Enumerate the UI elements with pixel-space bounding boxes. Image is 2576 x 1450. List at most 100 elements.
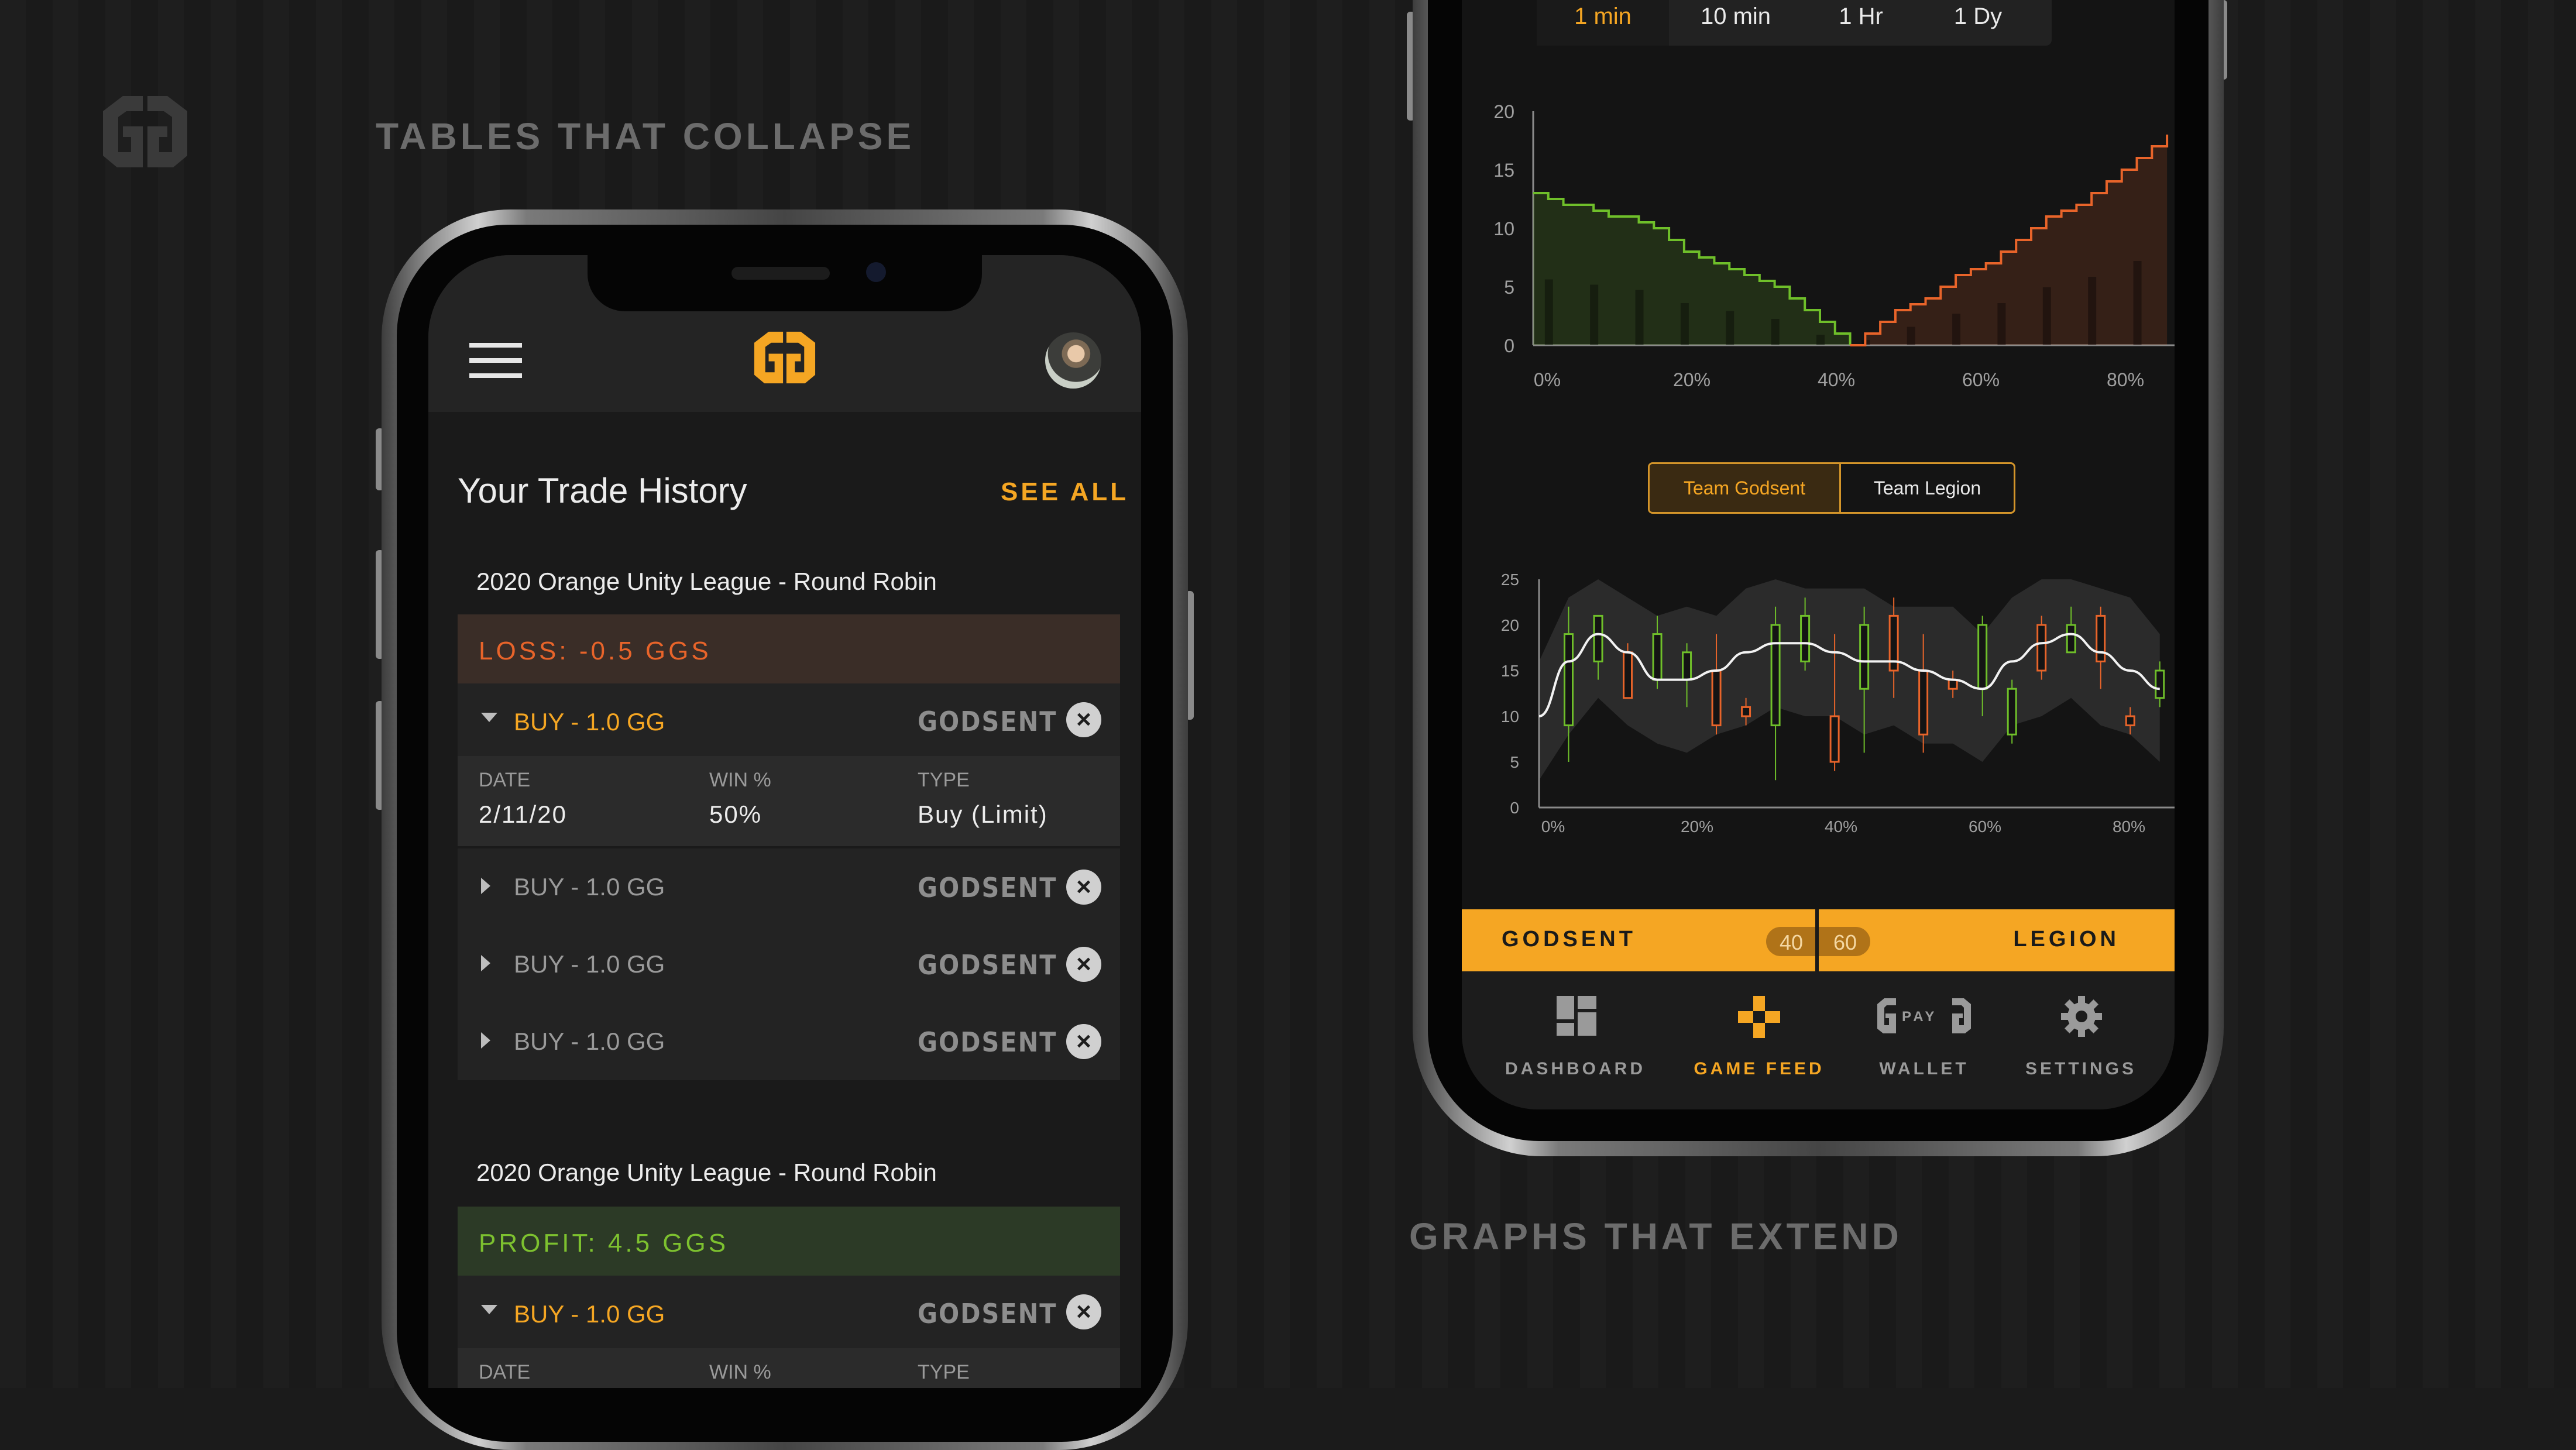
team-godsent-toggle[interactable]: Team Godsent: [1650, 464, 1839, 512]
trade-row-collapsed[interactable]: BUY - 1.0 GG GODSENT ×: [458, 1003, 1120, 1080]
tab-1-dy[interactable]: 1 Dy: [1953, 4, 2003, 29]
depth-line-0: [1533, 192, 1852, 345]
trade-label: BUY - 1.0 GG: [514, 708, 665, 736]
nav-wallet[interactable]: PAY WALLET: [1836, 996, 2012, 1090]
candle-body: [1800, 614, 1811, 662]
team-name: GODSENT: [918, 1298, 1057, 1329]
y-tick-label: 0: [1504, 335, 1514, 356]
event-title: 2020 Orange Unity League - Round Robin: [476, 1159, 937, 1186]
y-tick-label: 5: [1510, 753, 1519, 771]
sentiment-right-team: LEGION: [2013, 927, 2120, 951]
remove-trade-button[interactable]: ×: [1066, 702, 1101, 737]
candle-body: [1918, 669, 1929, 736]
nav-label: SETTINGS: [2025, 1059, 2137, 1078]
user-avatar[interactable]: [1045, 332, 1101, 389]
phone-notch: [588, 255, 982, 311]
volume-bar: [1816, 335, 1825, 345]
date-label: DATE: [479, 1361, 531, 1383]
see-all-link[interactable]: SEE ALL: [1001, 477, 1129, 506]
trade-details: DATE WIN % TYPE: [458, 1348, 1120, 1388]
dashboard-icon: [1557, 996, 1596, 1036]
nav-label: DASHBOARD: [1505, 1059, 1646, 1078]
result-text: PROFIT: 4.5 GGS: [479, 1229, 729, 1257]
nav-dashboard[interactable]: DASHBOARD: [1488, 996, 1663, 1090]
volume-bar: [1590, 284, 1599, 345]
x-tick-label: 60%: [1969, 817, 2001, 836]
timeframe-tabs: 1 min 10 min 1 Hr 1 Dy: [1537, 0, 2052, 46]
nav-label: GAME FEED: [1694, 1059, 1825, 1078]
candle-body: [1977, 624, 1988, 690]
candlestick-chart: 25 20 15 10 5 0 0% 20% 40% 60% 80%: [1501, 571, 2175, 836]
gpay-wallet-icon: PAY: [1876, 996, 1972, 1038]
team-name: GODSENT: [918, 872, 1057, 903]
nav-label: WALLET: [1879, 1059, 1969, 1078]
volume-bar: [1952, 314, 1961, 345]
front-camera: [866, 262, 886, 282]
sentiment-left-team: GODSENT: [1502, 927, 1636, 951]
volume-bar: [2088, 277, 2097, 345]
confidence-band: [1539, 579, 2160, 781]
team-legion-toggle[interactable]: Team Legion: [1873, 477, 1981, 499]
depth-chart: 20 15 10 5 0 0% 20% 40% 60% 80%: [1493, 101, 2175, 390]
nav-settings[interactable]: SETTINGS: [1993, 996, 2169, 1090]
candle-body: [1741, 706, 1751, 717]
candle-body: [1948, 679, 1958, 690]
candle-body: [1711, 669, 1722, 727]
volume-bar: [1726, 311, 1734, 345]
close-icon: ×: [1076, 950, 1091, 978]
caret-right-icon: [481, 878, 490, 894]
trade-row-collapsed[interactable]: BUY - 1.0 GG GODSENT ×: [458, 848, 1120, 926]
volume-bar: [1907, 327, 1915, 345]
y-tick-label: 20: [1501, 616, 1519, 634]
x-tick-label: 60%: [1962, 369, 2000, 390]
remove-trade-button[interactable]: ×: [1066, 870, 1101, 905]
sentiment-divider: [1815, 909, 1819, 971]
team-name: GODSENT: [918, 949, 1057, 981]
trade-row-expanded[interactable]: BUY - 1.0 GG GODSENT ×: [458, 683, 1120, 756]
remove-trade-button[interactable]: ×: [1066, 947, 1101, 982]
nav-game-feed[interactable]: GAME FEED: [1671, 996, 1847, 1090]
result-banner-loss: LOSS: -0.5 GGS: [458, 614, 1120, 683]
volume-bar: [2133, 261, 2142, 345]
depth-area-1: [1850, 135, 2168, 345]
x-tick-label: 20%: [1673, 369, 1711, 390]
volume-bar: [2042, 287, 2051, 345]
brand-logo-icon: [103, 96, 187, 167]
type-label: TYPE: [918, 769, 970, 791]
x-tick-label: 80%: [2113, 817, 2145, 836]
candle-body: [1859, 624, 1870, 690]
volume-bar: [1544, 279, 1553, 345]
type-value: Buy (Limit): [918, 800, 1048, 828]
volume-bar: [1997, 303, 2006, 345]
trade-row-collapsed[interactable]: BUY - 1.0 GG GODSENT ×: [458, 926, 1120, 1003]
trend-line: [1538, 633, 2160, 717]
candle-body: [1623, 651, 1633, 699]
win-value: 50%: [709, 800, 763, 828]
team-toggle: Team Godsent Team Legion: [1648, 462, 2015, 514]
y-tick-label: 5: [1504, 277, 1514, 298]
remove-trade-button[interactable]: ×: [1066, 1024, 1101, 1059]
close-icon: ×: [1076, 705, 1091, 734]
y-tick-label: 15: [1493, 160, 1514, 181]
tab-1-hr[interactable]: 1 Hr: [1839, 4, 1883, 29]
tab-10-min[interactable]: 10 min: [1700, 4, 1771, 29]
remove-trade-button[interactable]: ×: [1066, 1294, 1101, 1329]
gg-logo-icon[interactable]: [751, 330, 818, 385]
close-icon: ×: [1076, 872, 1091, 901]
trade-history-title: Your Trade History: [458, 471, 747, 510]
trade-label: BUY - 1.0 GG: [514, 873, 665, 901]
trade-row-expanded[interactable]: BUY - 1.0 GG GODSENT ×: [458, 1276, 1120, 1348]
tab-1-min[interactable]: 1 min: [1537, 0, 1669, 46]
trade-label: BUY - 1.0 GG: [514, 950, 665, 978]
volume-bar: [1771, 319, 1780, 345]
sentiment-right-pct: 60: [1833, 930, 1857, 954]
menu-button[interactable]: [469, 342, 522, 379]
candle-body: [1829, 715, 1840, 763]
volume-bar: [1680, 303, 1689, 345]
date-label: DATE: [479, 769, 531, 791]
candle-body: [2155, 669, 2165, 699]
speaker-grille: [731, 267, 830, 280]
date-value: 2/11/20: [479, 800, 568, 828]
depth-area-0: [1533, 193, 1850, 345]
type-label: TYPE: [918, 1361, 970, 1383]
